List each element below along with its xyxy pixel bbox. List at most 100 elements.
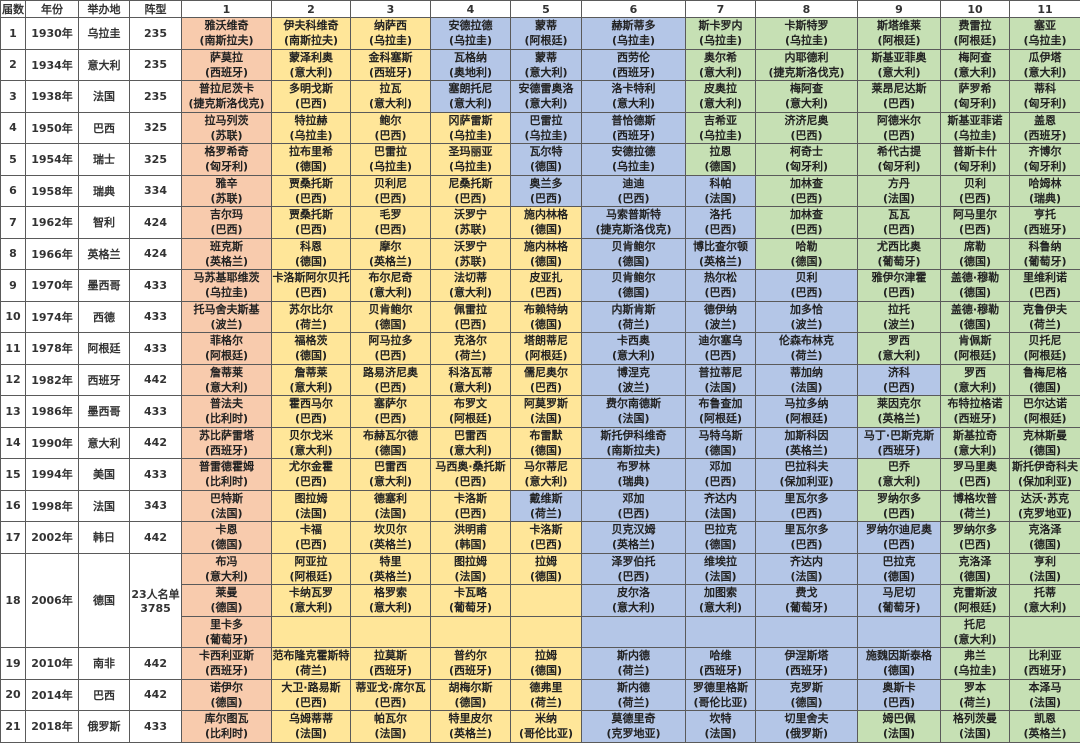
player-country: (西班牙) xyxy=(1010,663,1080,678)
player-name: 席勒 xyxy=(941,239,1009,254)
player-cell: 施内林格(德国) xyxy=(511,207,582,239)
year: 1950年 xyxy=(26,112,79,144)
player-country: (德国) xyxy=(182,695,271,710)
player-name: 里卡多 xyxy=(182,617,271,632)
formation-value: 325 xyxy=(130,121,181,134)
player-cell: 泽罗伯托(巴西) xyxy=(582,553,686,585)
player-cell: 布鲁查加(阿根廷) xyxy=(686,396,756,428)
edition-number: 21 xyxy=(1,711,26,743)
player-country: (法国) xyxy=(686,506,755,521)
player-cell: 亨利(法国) xyxy=(1010,553,1080,585)
player-country: (巴西) xyxy=(272,695,350,710)
player-country: (巴西) xyxy=(182,222,271,237)
player-name: 里瓦尔多 xyxy=(756,522,857,537)
player-name: 里瓦尔多 xyxy=(756,491,857,506)
host-country: 西班牙 xyxy=(79,364,130,396)
player-name: 托蒂 xyxy=(1010,585,1080,600)
player-country: (乌拉圭) xyxy=(351,33,430,48)
player-name: 瓜伊塔 xyxy=(1010,50,1080,65)
player-country: (巴西) xyxy=(858,695,940,710)
edition-number: 10 xyxy=(1,301,26,333)
player-country: (法国) xyxy=(182,506,271,521)
player-country: (瑞典) xyxy=(1010,191,1080,206)
edition-number: 17 xyxy=(1,522,26,554)
player-name: 热尔松 xyxy=(686,270,755,285)
player-country: (英格兰) xyxy=(431,726,510,741)
host-country: 法国 xyxy=(79,81,130,113)
player-country: (德国) xyxy=(511,317,581,332)
formation: 442 xyxy=(130,648,182,680)
player-cell: 托尼(意大利) xyxy=(941,616,1010,648)
player-name: 蒂加纳 xyxy=(756,365,857,380)
player-country: (法国) xyxy=(756,380,857,395)
formation: 442 xyxy=(130,522,182,554)
player-name: 梅阿查 xyxy=(941,50,1009,65)
player-cell: 西劳伦(西班牙) xyxy=(582,49,686,81)
player-country: (德国) xyxy=(1010,380,1080,395)
player-country: (意大利) xyxy=(941,380,1009,395)
player-country: (巴西) xyxy=(686,285,755,300)
player-cell: 阿马拉多(巴西) xyxy=(351,333,431,365)
edition-number: 14 xyxy=(1,427,26,459)
player-name: 马特乌斯 xyxy=(686,428,755,443)
player-name: 布特拉格诺 xyxy=(941,396,1009,411)
formation-value: 433 xyxy=(130,310,181,323)
player-country: (法国) xyxy=(756,569,857,584)
player-name: 卡瓦略 xyxy=(431,585,510,600)
player-name: 科恩 xyxy=(272,239,350,254)
player-country: (巴西) xyxy=(756,191,857,206)
player-country: (意大利) xyxy=(272,600,350,615)
player-name: 拉姆 xyxy=(511,554,581,569)
edition-number: 15 xyxy=(1,459,26,491)
player-name: 卡福 xyxy=(272,522,350,537)
player-name: 克洛泽 xyxy=(941,554,1009,569)
host-country: 巴西 xyxy=(79,679,130,711)
player-country: (巴西) xyxy=(582,569,685,584)
player-country: (巴西) xyxy=(941,222,1009,237)
player-name: 卡洛斯 xyxy=(431,491,510,506)
player-country: (德国) xyxy=(511,222,581,237)
player-cell: 斯基亚菲奥(意大利) xyxy=(858,49,941,81)
host-country: 瑞典 xyxy=(79,175,130,207)
player-name: 亨利 xyxy=(1010,554,1080,569)
player-name: 姆巴佩 xyxy=(858,711,940,726)
player-name: 柯奇士 xyxy=(756,144,857,159)
player-country: (苏联) xyxy=(182,128,271,143)
player-country: (意大利) xyxy=(182,569,271,584)
player-name: 加多恰 xyxy=(756,302,857,317)
column-header: 6 xyxy=(582,1,686,18)
player-country: (德国) xyxy=(272,159,350,174)
player-country: (捷克斯洛伐克) xyxy=(582,222,685,237)
player-name: 凯恩 xyxy=(1010,711,1080,726)
player-country: (意大利) xyxy=(858,348,940,363)
player-cell: 儒尼奥尔(巴西) xyxy=(511,364,582,396)
player-cell: 施魏因斯泰格(德国) xyxy=(858,648,941,680)
player-cell: 巴拉克(德国) xyxy=(858,553,941,585)
player-name: 蒂亚戈·席尔瓦 xyxy=(351,680,430,695)
player-country: (巴西) xyxy=(351,222,430,237)
player-name: 斯托伊科维奇 xyxy=(582,428,685,443)
player-country: (法国) xyxy=(686,191,755,206)
player-cell: 盖德·穆勒(德国) xyxy=(941,270,1010,302)
player-cell: 托马舍夫斯基(波兰) xyxy=(182,301,272,333)
player-name: 卡纳瓦罗 xyxy=(272,585,350,600)
player-country: (匈牙利) xyxy=(1010,96,1080,111)
player-country: (苏联) xyxy=(431,222,510,237)
player-cell xyxy=(511,616,582,648)
player-cell: 沃罗宁(苏联) xyxy=(431,207,511,239)
player-name: 瓦尔特 xyxy=(511,144,581,159)
edition-number: 8 xyxy=(1,238,26,270)
player-country: (意大利) xyxy=(351,600,430,615)
column-header: 8 xyxy=(756,1,858,18)
player-name: 马尼切 xyxy=(858,585,940,600)
player-cell: 斯内德(荷兰) xyxy=(582,679,686,711)
host-country: 南非 xyxy=(79,648,130,680)
edition-number: 5 xyxy=(1,144,26,176)
player-cell: 马特乌斯(德国) xyxy=(686,427,756,459)
player-cell: 伊涅斯塔(西班牙) xyxy=(756,648,858,680)
player-cell: 罗纳尔迪尼奥(巴西) xyxy=(858,522,941,554)
